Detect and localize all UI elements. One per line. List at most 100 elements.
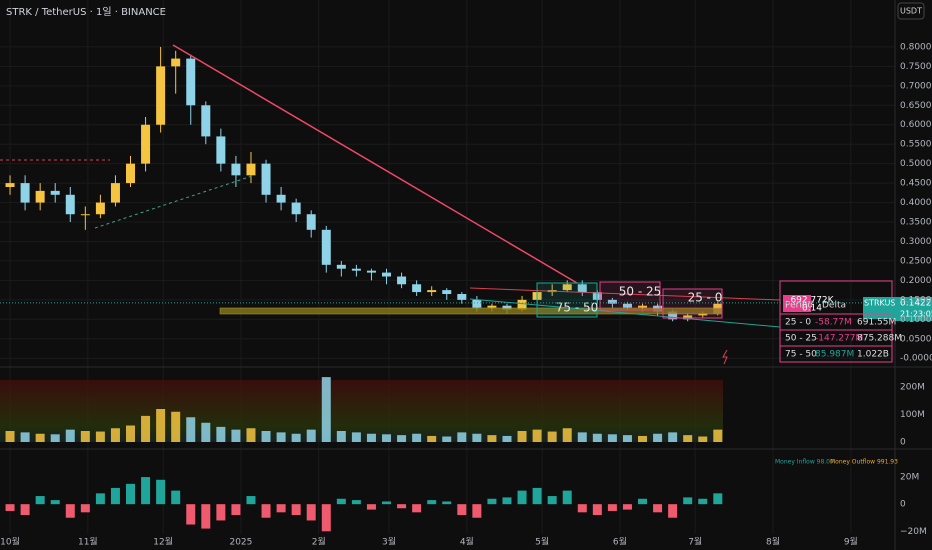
volume-bar xyxy=(5,431,15,442)
x-tick-label: 8월 xyxy=(766,536,780,548)
x-tick-label: 5월 xyxy=(535,536,549,548)
price-value: 0.1422 xyxy=(900,299,932,309)
money-flow-bar xyxy=(95,493,105,505)
candle-body xyxy=(668,311,678,320)
money-flow-bar xyxy=(171,490,181,505)
range-box xyxy=(536,282,598,318)
money-flow-bar xyxy=(698,498,708,505)
candle-body xyxy=(156,66,166,125)
table-cell: 25 - 0 xyxy=(785,318,811,328)
money-flow-bar xyxy=(683,497,693,505)
candle-body xyxy=(95,202,105,215)
trend-line xyxy=(172,44,578,284)
money-flow-bar xyxy=(412,504,422,513)
range-box-label: 75 - 50 xyxy=(556,301,599,315)
volume-bar xyxy=(171,411,181,442)
candle-body xyxy=(336,264,346,269)
table-cell: 875.288M xyxy=(857,334,902,344)
candle-body xyxy=(276,194,286,203)
alert-icon xyxy=(722,349,728,365)
volume-bar xyxy=(502,435,512,442)
volume-bar xyxy=(622,435,632,442)
legend-inflow: Money Inflow 98.07 xyxy=(775,459,834,466)
money-flow-bar xyxy=(336,498,346,505)
candle-body xyxy=(397,276,407,285)
money-flow-bar xyxy=(306,504,316,521)
candle-body xyxy=(110,183,120,203)
candle-body xyxy=(50,190,60,195)
y-tick-label: 0.8000 xyxy=(900,42,932,52)
legend-outflow: Money Outflow 991.93 xyxy=(830,459,898,466)
candle-body xyxy=(472,299,482,308)
y-tick-label: 200M xyxy=(900,383,925,393)
volume-bar xyxy=(156,409,166,442)
money-flow-bar xyxy=(532,487,542,505)
money-flow-bar xyxy=(487,498,497,505)
table-cell: 85.987M xyxy=(815,350,854,360)
money-flow-bar xyxy=(517,490,527,505)
candle-body xyxy=(517,299,527,310)
volume-bar xyxy=(336,431,346,442)
money-flow-bar xyxy=(156,479,166,505)
x-tick-label: 2월 xyxy=(312,536,326,548)
money-flow-bar xyxy=(592,504,602,516)
volume-bar xyxy=(397,435,407,442)
volume-bar xyxy=(653,433,663,442)
candle-body xyxy=(412,284,422,293)
y-tick-label: 0.1000 xyxy=(900,315,932,325)
y-tick-label: 0.4500 xyxy=(900,179,932,189)
money-flow-bar xyxy=(50,500,60,505)
money-flow-bar xyxy=(5,504,15,511)
money-flow-bar xyxy=(457,504,467,516)
money-flow-bar xyxy=(246,496,256,505)
candle-body xyxy=(382,272,392,277)
volume-bar xyxy=(201,422,211,442)
candle-body xyxy=(65,194,75,215)
candle-body xyxy=(126,163,136,184)
currency-button[interactable] xyxy=(897,2,925,20)
x-tick-label: 7월 xyxy=(688,536,702,548)
money-flow-bar xyxy=(141,477,151,505)
money-flow-bar xyxy=(607,504,617,511)
chart-title: STRK / TetherUS · 1일 · BINANCE xyxy=(6,6,166,18)
money-flow-bar xyxy=(382,501,392,505)
candle-body xyxy=(216,136,226,164)
range-box xyxy=(599,281,661,311)
candle-body xyxy=(562,284,572,291)
candle-body xyxy=(246,163,256,176)
volume-bar xyxy=(291,433,301,442)
candle-body xyxy=(442,290,452,295)
money-flow-bar xyxy=(547,496,557,505)
money-flow-bar xyxy=(577,504,587,513)
y-tick-label: 0.6000 xyxy=(900,120,932,130)
currency-button-label[interactable]: USDT xyxy=(900,7,922,16)
table-cell: -147.277M xyxy=(815,334,863,344)
y-tick-label: 0.7000 xyxy=(900,81,932,91)
volume-bar xyxy=(472,433,482,442)
volume-bar xyxy=(517,431,527,442)
price-axis-label xyxy=(895,297,932,321)
y-tick-label: 0.4000 xyxy=(900,198,932,208)
x-tick-label: 3월 xyxy=(382,536,396,548)
money-flow-bar xyxy=(321,504,331,532)
money-flow-bar xyxy=(20,504,30,516)
candle-body xyxy=(351,268,361,271)
volume-bar xyxy=(80,431,90,442)
volume-bar xyxy=(50,434,60,442)
candle-body xyxy=(141,124,151,164)
candle-body xyxy=(607,299,617,304)
money-flow-bar xyxy=(562,490,572,505)
volume-bar xyxy=(638,435,648,442)
money-flow-bar xyxy=(80,504,90,513)
candle-body xyxy=(201,105,211,137)
money-flow-bar xyxy=(442,501,452,505)
y-tick-label: -0.0000 xyxy=(900,354,932,364)
volume-bar xyxy=(457,432,467,442)
candle-body xyxy=(5,183,15,187)
y-tick-label: 0.2500 xyxy=(900,256,932,266)
money-flow-bar xyxy=(427,500,437,505)
volume-bar xyxy=(261,431,271,442)
volume-bar xyxy=(698,436,708,442)
money-flow-bar xyxy=(276,504,286,513)
